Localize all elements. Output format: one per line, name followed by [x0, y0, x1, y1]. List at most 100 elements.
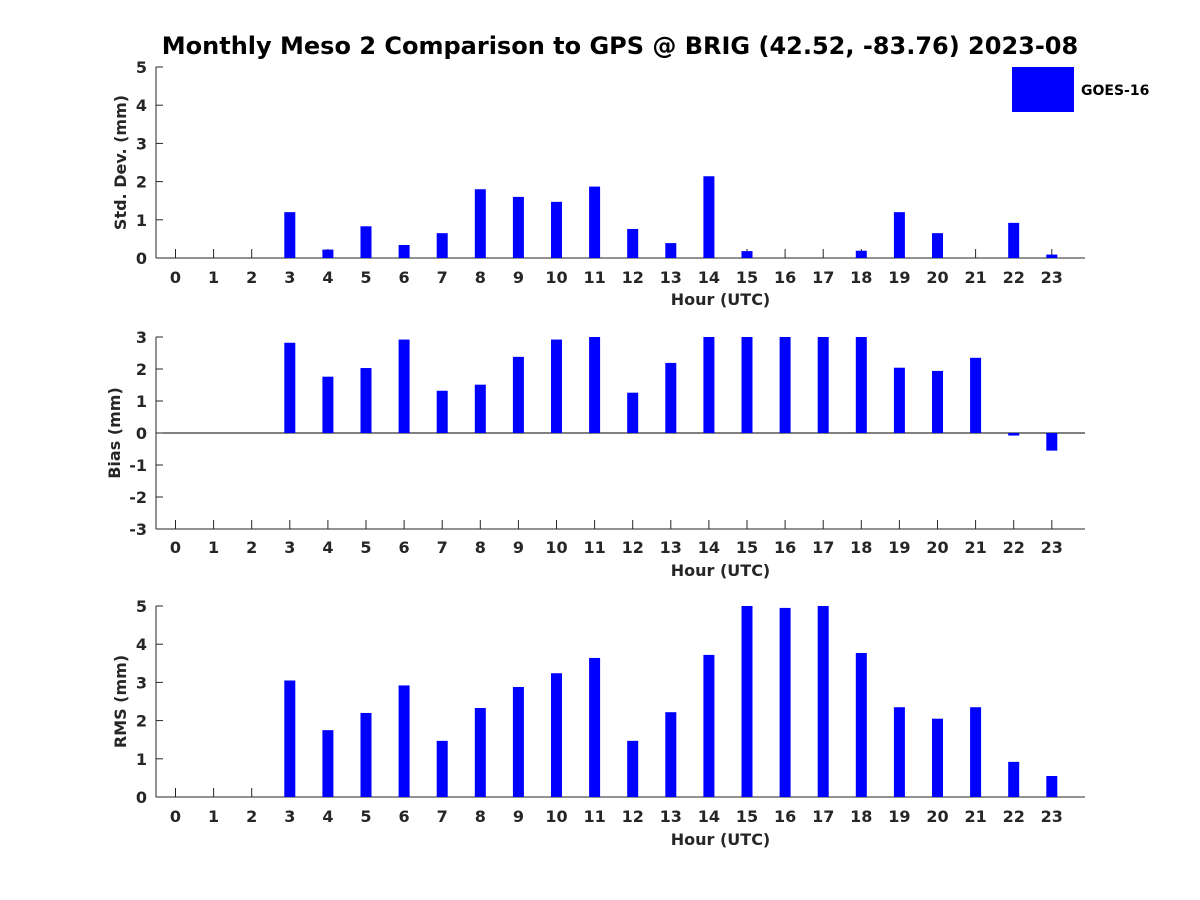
bar [589, 337, 601, 433]
x-tick-label: 18 [850, 268, 872, 287]
x-tick-label: 19 [888, 807, 910, 826]
x-tick-label: 15 [736, 807, 758, 826]
x-tick-label: 8 [475, 807, 486, 826]
bar [627, 228, 639, 258]
bar [627, 740, 639, 797]
bar [436, 390, 448, 433]
x-tick-label: 4 [322, 807, 333, 826]
x-tick-label: 9 [513, 538, 524, 557]
bar [817, 606, 829, 797]
bar [398, 339, 410, 433]
bar [551, 673, 562, 797]
x-tick-label: 21 [964, 268, 986, 287]
y-tick-label: -3 [129, 520, 147, 539]
y-tick-label: 1 [136, 211, 147, 230]
bar [1046, 254, 1058, 258]
x-tick-label: 15 [736, 268, 758, 287]
x-tick-label: 16 [774, 807, 796, 826]
x-tick-label: 22 [1003, 538, 1025, 557]
bar [665, 712, 677, 797]
x-tick-label: 2 [246, 268, 257, 287]
x-tick-label: 4 [322, 538, 333, 557]
x-tick-label: 17 [812, 807, 834, 826]
bar [512, 356, 524, 433]
bar [1008, 433, 1020, 436]
bar [779, 337, 791, 433]
x-tick-label: 11 [583, 268, 605, 287]
x-tick-label: 14 [698, 268, 720, 287]
x-tick-label: 20 [926, 807, 948, 826]
bar [855, 250, 867, 258]
x-tick-label: 16 [774, 268, 796, 287]
x-tick-label: 21 [964, 807, 986, 826]
bar [1046, 433, 1058, 451]
y-tick-label: 2 [136, 173, 147, 192]
x-tick-label: 14 [698, 538, 720, 557]
chart-title: Monthly Meso 2 Comparison to GPS @ BRIG … [162, 32, 1078, 60]
bar [360, 368, 372, 433]
legend-swatch-goes-16 [1012, 67, 1074, 112]
bar [703, 654, 715, 797]
y-axis-label: Std. Dev. (mm) [111, 95, 130, 230]
bar [779, 607, 791, 797]
x-tick-label: 12 [622, 538, 644, 557]
x-tick-label: 10 [545, 268, 567, 287]
x-tick-label: 22 [1003, 807, 1025, 826]
x-tick-label: 23 [1041, 807, 1063, 826]
x-tick-label: 21 [964, 538, 986, 557]
bar [703, 337, 715, 433]
x-axis-label: Hour (UTC) [671, 561, 771, 580]
bar [741, 251, 753, 258]
y-tick-label: 1 [136, 392, 147, 411]
bar [474, 384, 486, 433]
x-tick-label: 14 [698, 807, 720, 826]
bar [932, 370, 943, 433]
x-tick-label: 0 [170, 807, 181, 826]
y-tick-label: 0 [136, 424, 147, 443]
y-tick-label: 5 [136, 597, 147, 616]
x-tick-label: 7 [437, 268, 448, 287]
y-tick-label: -2 [129, 488, 147, 507]
y-tick-label: 5 [136, 58, 147, 77]
x-tick-label: 8 [475, 538, 486, 557]
bar [589, 657, 601, 797]
x-tick-label: 17 [812, 268, 834, 287]
bar [474, 189, 486, 258]
x-tick-label: 10 [545, 538, 567, 557]
y-tick-label: 3 [136, 134, 147, 153]
bar [474, 707, 486, 797]
bar [284, 212, 296, 258]
y-axis-label: RMS (mm) [111, 655, 130, 748]
bar [398, 685, 410, 797]
x-tick-label: 5 [360, 538, 371, 557]
bar [512, 686, 524, 797]
bar [551, 339, 562, 433]
bar [322, 249, 334, 258]
bar [436, 740, 448, 797]
bar [893, 707, 905, 797]
x-axis-label: Hour (UTC) [671, 290, 771, 309]
x-tick-label: 6 [399, 268, 410, 287]
x-tick-label: 20 [926, 268, 948, 287]
bar [322, 730, 334, 797]
x-tick-label: 2 [246, 538, 257, 557]
legend: GOES-16 [1012, 67, 1149, 112]
bar [893, 212, 905, 258]
bar [665, 243, 677, 258]
x-tick-label: 8 [475, 268, 486, 287]
x-tick-label: 1 [208, 538, 219, 557]
x-tick-label: 5 [360, 268, 371, 287]
y-tick-label: 2 [136, 360, 147, 379]
x-tick-label: 6 [399, 807, 410, 826]
bar [932, 718, 943, 797]
bar [893, 367, 905, 433]
bar [817, 337, 829, 433]
x-tick-label: 17 [812, 538, 834, 557]
x-tick-label: 9 [513, 807, 524, 826]
x-tick-label: 18 [850, 807, 872, 826]
x-tick-label: 6 [399, 538, 410, 557]
y-tick-label: 0 [136, 788, 147, 807]
